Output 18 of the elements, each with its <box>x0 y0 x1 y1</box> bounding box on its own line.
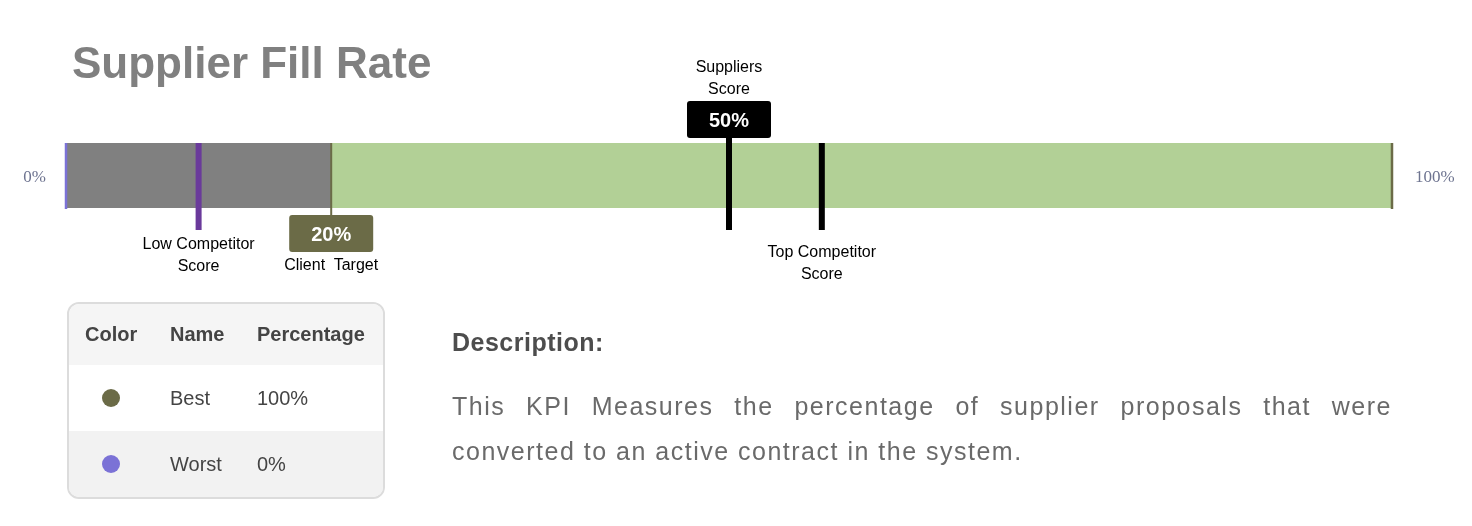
ref-line-label: 0% <box>23 166 46 185</box>
text: 50% <box>708 109 750 131</box>
chart-title: Supplier Fill Rate <box>72 38 432 87</box>
ref-line-label: 100% <box>1415 166 1455 185</box>
text: Name <box>170 323 225 345</box>
data-label: 100% <box>257 387 309 409</box>
ref-line-label: Low Competitor Score <box>142 234 256 274</box>
ref-line-label: Suppliers Score <box>695 57 763 97</box>
text: This KPI Measures the percentage of supplier proposals that were converted to an active contract in the system. <box>452 392 1393 465</box>
text: Description: <box>452 328 604 356</box>
category-label: Best <box>170 387 211 409</box>
text: 20% <box>311 223 352 245</box>
category-label: Worst <box>170 453 222 475</box>
data-label: 0% <box>257 453 286 475</box>
ref-line-label: Client Target <box>284 255 379 273</box>
text: Percentage <box>257 323 365 345</box>
text: Color <box>85 323 138 345</box>
ref-line-label: Top Competitor Score <box>767 242 877 282</box>
